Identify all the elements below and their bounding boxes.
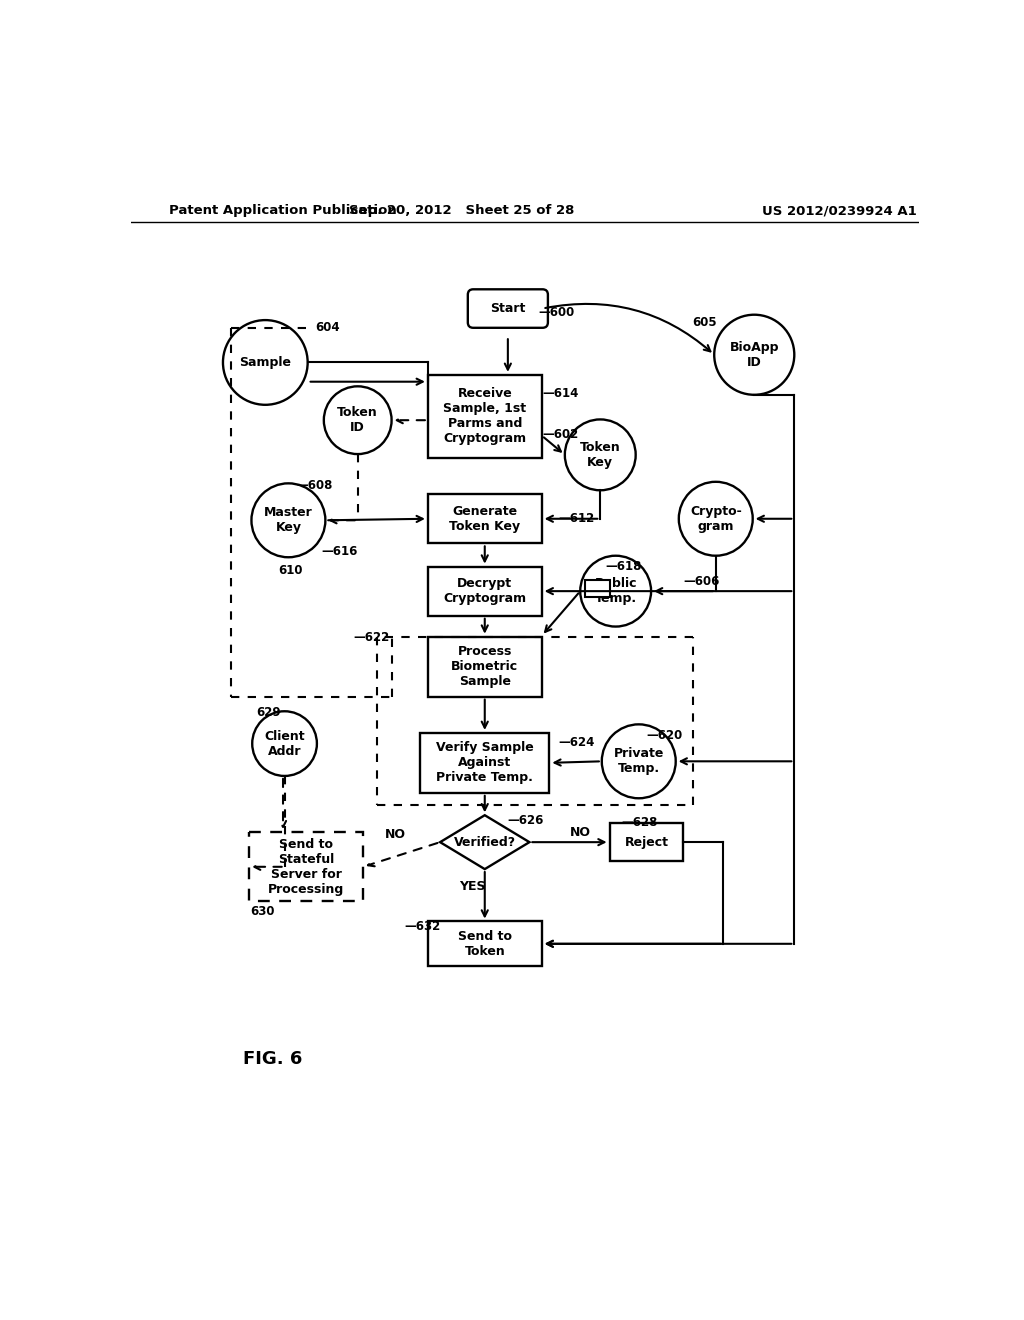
Text: —606: —606 [683, 576, 720, 589]
Text: BioApp
ID: BioApp ID [729, 341, 779, 368]
Text: —622: —622 [354, 631, 390, 644]
Text: Master
Key: Master Key [264, 507, 312, 535]
Bar [249, 832, 364, 902]
Text: —618: —618 [605, 560, 642, 573]
Text: Start: Start [490, 302, 525, 315]
Text: Private
Temp.: Private Temp. [613, 747, 664, 775]
Bar [420, 733, 550, 793]
Text: Receive
Sample, 1st
Parms and
Cryptogram: Receive Sample, 1st Parms and Cryptogram [443, 387, 526, 445]
Text: —608: —608 [296, 479, 333, 492]
Text: —616: —616 [322, 545, 358, 557]
Bar [428, 636, 542, 697]
Text: 630: 630 [250, 906, 274, 917]
Text: YES: YES [460, 879, 485, 892]
Bar [585, 581, 609, 597]
Text: —620: —620 [646, 730, 683, 742]
Text: 629: 629 [256, 706, 281, 719]
Text: Sample: Sample [240, 356, 291, 370]
Bar [609, 822, 683, 862]
Bar [428, 921, 542, 966]
Text: —602: —602 [543, 428, 579, 441]
Bar [428, 494, 542, 544]
Text: Reject: Reject [625, 836, 669, 849]
Text: —632: —632 [403, 920, 440, 933]
Text: Client
Addr: Client Addr [264, 730, 305, 758]
Text: —614: —614 [543, 387, 579, 400]
Text: Send to
Stateful
Server for
Processing: Send to Stateful Server for Processing [268, 838, 344, 896]
Text: Generate
Token Key: Generate Token Key [450, 504, 520, 533]
Text: —626: —626 [508, 814, 544, 828]
Text: 604: 604 [315, 321, 340, 334]
Text: US 2012/0239924 A1: US 2012/0239924 A1 [762, 205, 916, 218]
Text: Patent Application Publication: Patent Application Publication [169, 205, 397, 218]
Text: Token
ID: Token ID [337, 407, 378, 434]
Text: 610: 610 [279, 564, 303, 577]
Bar [428, 375, 542, 458]
Text: Public
Temp.: Public Temp. [594, 577, 637, 605]
Text: —612: —612 [558, 512, 594, 525]
Text: —600: —600 [539, 306, 574, 319]
Text: NO: NO [569, 826, 591, 840]
Text: FIG. 6: FIG. 6 [244, 1051, 303, 1068]
Text: —628: —628 [622, 816, 658, 829]
Text: Send to
Token: Send to Token [458, 929, 512, 958]
Text: Verified?: Verified? [454, 836, 516, 849]
Text: NO: NO [385, 828, 406, 841]
Bar [428, 566, 542, 615]
Text: Token
Key: Token Key [580, 441, 621, 469]
Text: 605: 605 [692, 315, 717, 329]
Text: Sep. 20, 2012   Sheet 25 of 28: Sep. 20, 2012 Sheet 25 of 28 [349, 205, 574, 218]
Text: Process
Biometric
Sample: Process Biometric Sample [452, 645, 518, 688]
Text: Verify Sample
Against
Private Temp.: Verify Sample Against Private Temp. [436, 742, 534, 784]
Text: —624: —624 [558, 735, 594, 748]
Text: Decrypt
Cryptogram: Decrypt Cryptogram [443, 577, 526, 605]
Text: Crypto-
gram: Crypto- gram [690, 504, 741, 533]
